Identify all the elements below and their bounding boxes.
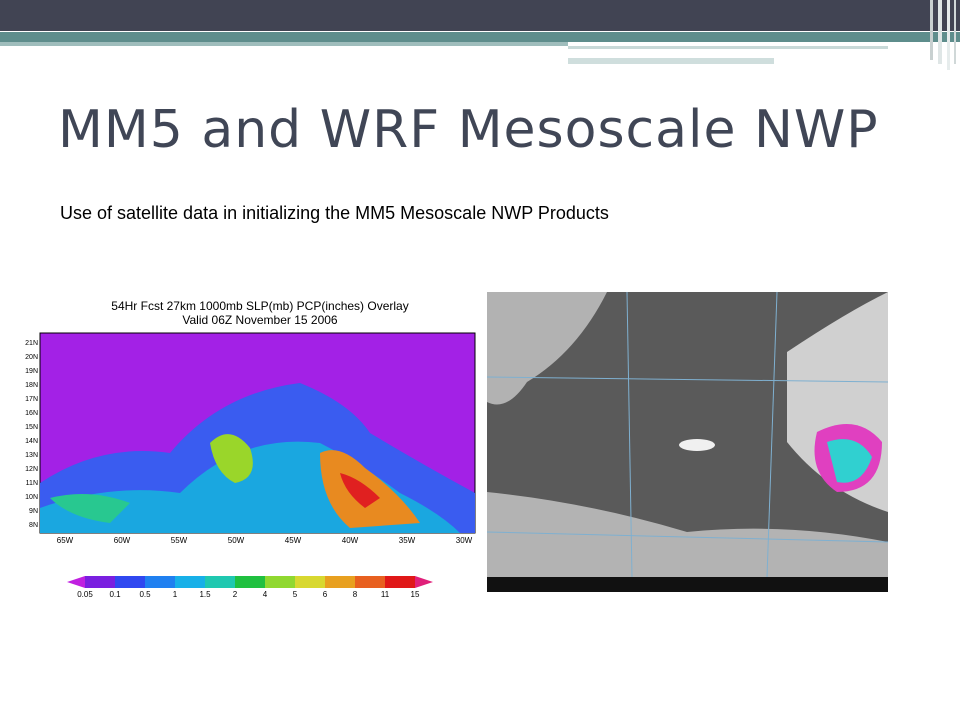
colorbar-swatch xyxy=(85,576,115,588)
colorbar-swatch xyxy=(175,576,205,588)
lat-label: 20N xyxy=(25,354,38,361)
stripe-light xyxy=(568,58,774,64)
lat-label: 15N xyxy=(25,424,38,431)
lon-label: 60W xyxy=(114,536,131,545)
precip xyxy=(210,434,253,483)
colorbar-end xyxy=(67,576,85,588)
colorbar-label: 1 xyxy=(173,590,178,599)
vline xyxy=(938,0,942,64)
lon-label: 65W xyxy=(57,536,74,545)
lon-label: 50W xyxy=(228,536,245,545)
top-bar xyxy=(0,0,960,31)
colorbar-label: 0.1 xyxy=(109,590,121,599)
colorbar-swatch xyxy=(265,576,295,588)
lat-label: 12N xyxy=(25,466,38,473)
precip xyxy=(340,473,380,508)
map-title: 54Hr Fcst 27km 1000mb SLP(mb) PCP(inches… xyxy=(111,299,408,313)
slide-title: MM5 and WRF Mesoscale NWP xyxy=(58,100,879,160)
colorbar-label: 6 xyxy=(323,590,328,599)
stripe-light xyxy=(568,46,888,49)
lon-label: 45W xyxy=(285,536,302,545)
lat-label: 19N xyxy=(25,368,38,375)
satellite-image xyxy=(487,292,888,592)
colorbar-label: 0.5 xyxy=(139,590,151,599)
colorbar-swatch xyxy=(145,576,175,588)
colorbar-label: 0.05 xyxy=(77,590,93,599)
colorbar-label: 11 xyxy=(381,590,390,599)
colorbar-swatch xyxy=(235,576,265,588)
colorbar-label: 8 xyxy=(353,590,358,599)
lat-label: 18N xyxy=(25,382,38,389)
colorbar-label: 15 xyxy=(411,590,420,599)
lon-label: 55W xyxy=(171,536,188,545)
lon-label: 30W xyxy=(456,536,473,545)
forecast-map: 54Hr Fcst 27km 1000mb SLP(mb) PCP(inches… xyxy=(20,293,480,603)
colorbar-label: 1.5 xyxy=(199,590,211,599)
vline xyxy=(930,0,933,60)
precip xyxy=(50,494,130,523)
colorbar-label: 5 xyxy=(293,590,298,599)
colorbar-swatch xyxy=(325,576,355,588)
lat-label: 11N xyxy=(26,480,38,487)
colorbar-end xyxy=(415,576,433,588)
lat-label: 9N xyxy=(29,508,38,515)
lat-label: 8N xyxy=(29,522,38,529)
lon-label: 35W xyxy=(399,536,416,545)
stripe-light xyxy=(0,42,568,46)
colorbar-swatch xyxy=(295,576,325,588)
slide-subtitle: Use of satellite data in initializing th… xyxy=(60,203,609,223)
lat-label: 14N xyxy=(25,438,38,445)
vline xyxy=(947,0,950,70)
colorbar-swatch xyxy=(355,576,385,588)
lat-label: 17N xyxy=(25,396,38,403)
lat-label: 10N xyxy=(25,494,38,501)
teal-stripe xyxy=(0,32,960,42)
colorbar-label: 4 xyxy=(263,590,268,599)
map-subtitle: Valid 06Z November 15 2006 xyxy=(182,313,338,327)
colorbar-label: 2 xyxy=(233,590,238,599)
lat-label: 16N xyxy=(25,410,38,417)
colorbar-swatch xyxy=(205,576,235,588)
lon-label: 40W xyxy=(342,536,359,545)
vline xyxy=(954,0,956,64)
colorbar-swatch xyxy=(385,576,415,588)
colorbar-swatch xyxy=(115,576,145,588)
lat-label: 13N xyxy=(25,452,38,459)
lat-label: 21N xyxy=(25,340,38,347)
